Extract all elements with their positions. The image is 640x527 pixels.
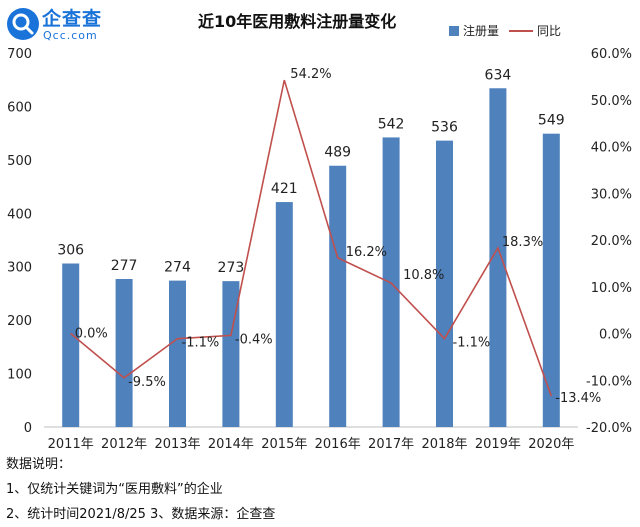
bar-value-label: 536 — [431, 120, 458, 136]
notes-line-1: 1、仅统计关键词为“医用敷料”的企业 — [6, 482, 223, 497]
brand-logo: 企查查 Qcc.com — [6, 4, 156, 44]
left-axis-tick-label: 0 — [24, 421, 32, 436]
yoy-value-label: 0.0% — [75, 327, 108, 342]
bar-2013年 — [169, 280, 186, 427]
yoy-value-label: 10.8% — [403, 268, 444, 283]
x-axis-tick-label: 2019年 — [475, 437, 521, 450]
x-axis-tick-label: 2018年 — [421, 437, 467, 450]
left-axis-tick-label: 200 — [7, 314, 32, 329]
x-axis-tick-label: 2017年 — [368, 437, 414, 450]
legend-line-label: 同比 — [537, 24, 562, 38]
left-axis-tick-label: 100 — [7, 368, 32, 383]
right-axis-tick-label: -20.0% — [586, 421, 632, 436]
yoy-value-label: 54.2% — [290, 67, 331, 82]
left-axis-tick-label: 500 — [7, 154, 32, 169]
x-axis-tick-label: 2014年 — [208, 437, 254, 450]
bar-value-label: 421 — [271, 181, 298, 197]
data-notes: 数据说明： 1、仅统计关键词为“医用敷料”的企业 2、统计时间2021/8/25… — [6, 452, 275, 527]
bar-2014年 — [222, 281, 240, 427]
bar-2012年 — [115, 279, 133, 427]
yoy-value-label: -13.4% — [555, 391, 601, 406]
chart-title: 近10年医用敷料注册量变化 — [198, 12, 397, 31]
legend-line-swatch — [509, 30, 534, 32]
yoy-line — [70, 79, 553, 397]
notes-line-2: 2、统计时间2021/8/25 3、数据来源：企查查 — [6, 507, 276, 522]
bar-2016年 — [329, 165, 347, 427]
bar-value-label: 306 — [57, 243, 84, 259]
x-axis-tick-label: 2011年 — [48, 437, 94, 450]
yoy-value-label: -9.5% — [128, 375, 166, 390]
right-axis-tick-label: 20.0% — [591, 234, 632, 249]
right-axis-tick-label: 10.0% — [591, 281, 632, 296]
right-axis-tick-label: 50.0% — [591, 94, 632, 109]
yoy-value-label: -0.4% — [235, 332, 273, 347]
bar-value-label: 273 — [218, 260, 245, 276]
x-axis-tick-label: 2013年 — [154, 437, 200, 450]
yoy-value-label: 18.3% — [502, 235, 543, 250]
left-axis-tick-label: 300 — [7, 261, 32, 276]
bar-2011年 — [62, 263, 80, 427]
x-axis-tick-label: 2020年 — [528, 437, 574, 450]
right-axis-tick-label: -10.0% — [586, 374, 632, 389]
search-logo-icon — [7, 8, 39, 40]
right-axis-tick-label: 60.0% — [591, 47, 632, 62]
bar-value-label: 277 — [111, 258, 138, 274]
bar-2015年 — [275, 202, 293, 427]
x-axis-tick-label: 2015年 — [261, 437, 307, 450]
left-axis-tick-label: 700 — [7, 47, 32, 62]
combo-chart: 0 100 200 300 400 500 600 700 -20.0% -10.0% 0.0% 10… — [7, 47, 632, 450]
yoy-value-label: -1.1% — [182, 336, 220, 351]
legend-bar-label: 注册量 — [463, 24, 500, 38]
x-axis-tick-label: 2012年 — [101, 437, 147, 450]
yoy-value-label: 16.2% — [346, 245, 387, 260]
bar-value-label: 489 — [324, 145, 351, 161]
brand-domain: Qcc.com — [43, 29, 98, 42]
right-axis-tick-label: 40.0% — [591, 141, 632, 156]
left-axis-tick-label: 400 — [7, 207, 32, 222]
bar-2020年 — [542, 133, 560, 428]
left-axis-tick-label: 600 — [7, 100, 32, 115]
yoy-value-label: -1.1% — [453, 336, 491, 351]
bar-value-label: 274 — [164, 260, 191, 276]
bar-2019年 — [489, 88, 507, 428]
bar-2018年 — [436, 140, 453, 427]
legend-bar-swatch — [449, 26, 459, 36]
legend: 注册量 同比 — [449, 22, 561, 39]
right-axis-tick-label: 0.0% — [599, 328, 632, 343]
x-axis-tick-label: 2016年 — [315, 437, 361, 450]
bar-value-label: 542 — [378, 116, 405, 132]
right-axis-tick-label: 30.0% — [591, 187, 632, 202]
notes-heading: 数据说明： — [6, 457, 72, 472]
bar-value-label: 549 — [538, 113, 565, 129]
brand-name: 企查查 — [42, 8, 103, 30]
bar-value-label: 634 — [485, 67, 512, 83]
